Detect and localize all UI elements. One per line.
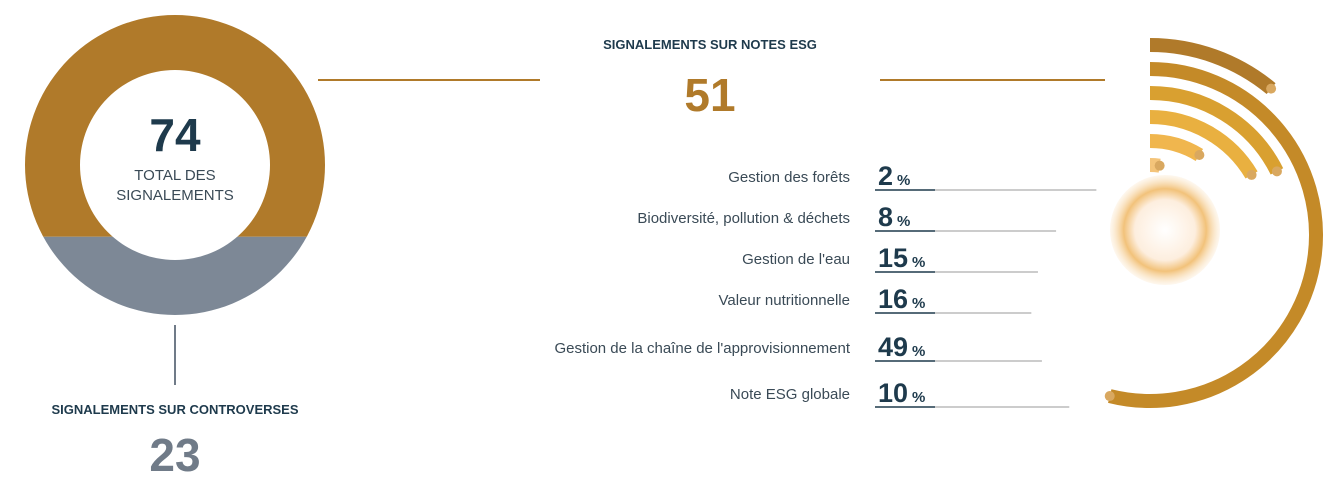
item-unit: %	[912, 295, 926, 312]
bar-end	[1266, 83, 1277, 94]
item-number: 2	[878, 161, 894, 191]
item-value: 2%	[878, 162, 910, 195]
item-label: Biodiversité, pollution & déchets	[637, 210, 850, 227]
item-value: 16%	[878, 285, 925, 318]
total-value: 74	[149, 109, 201, 161]
item-unit: %	[912, 254, 926, 271]
glow-circle	[1110, 175, 1220, 285]
item-number: 10	[878, 378, 909, 408]
radial-bar	[1108, 62, 1323, 408]
item-number: 16	[878, 284, 909, 314]
item-label: Gestion des forêts	[728, 169, 850, 186]
item-value: 8%	[878, 203, 910, 236]
item-number: 8	[878, 202, 894, 232]
radial-bar	[1149, 38, 1276, 95]
controversies-value: 23	[149, 429, 201, 481]
total-label: TOTAL DES SIGNALEMENTS	[116, 167, 234, 204]
bar-end	[1246, 169, 1257, 180]
item-value: 49%	[878, 333, 925, 366]
item-unit: %	[912, 343, 926, 360]
item-unit: %	[897, 213, 911, 230]
donut-controversies	[25, 236, 325, 315]
bar-end	[1154, 160, 1165, 171]
controversies-title: SIGNALEMENTS SUR CONTROVERSES	[51, 402, 299, 417]
radial-bar	[1149, 86, 1284, 175]
bar-end	[1194, 150, 1205, 161]
item-value: 15%	[878, 244, 925, 277]
item-label: Note ESG globale	[729, 386, 850, 403]
radial-bar	[1149, 110, 1258, 179]
bar-end	[1271, 166, 1282, 177]
item-unit: %	[897, 172, 911, 189]
item-label: Gestion de la chaîne de l'approvisionnem…	[554, 340, 850, 357]
item-number: 49	[878, 332, 909, 362]
item-value: 10%	[878, 379, 925, 412]
radial-bar	[1149, 134, 1204, 162]
item-unit: %	[912, 389, 926, 406]
esg-title: SIGNALEMENTS SUR NOTES ESG	[603, 37, 817, 52]
item-label: Gestion de l'eau	[742, 251, 850, 268]
item-number: 15	[878, 243, 909, 273]
esg-value: 51	[684, 69, 736, 121]
bar-end	[1104, 391, 1115, 402]
item-label: Valeur nutritionnelle	[718, 292, 850, 309]
radial-bars	[1104, 38, 1323, 408]
